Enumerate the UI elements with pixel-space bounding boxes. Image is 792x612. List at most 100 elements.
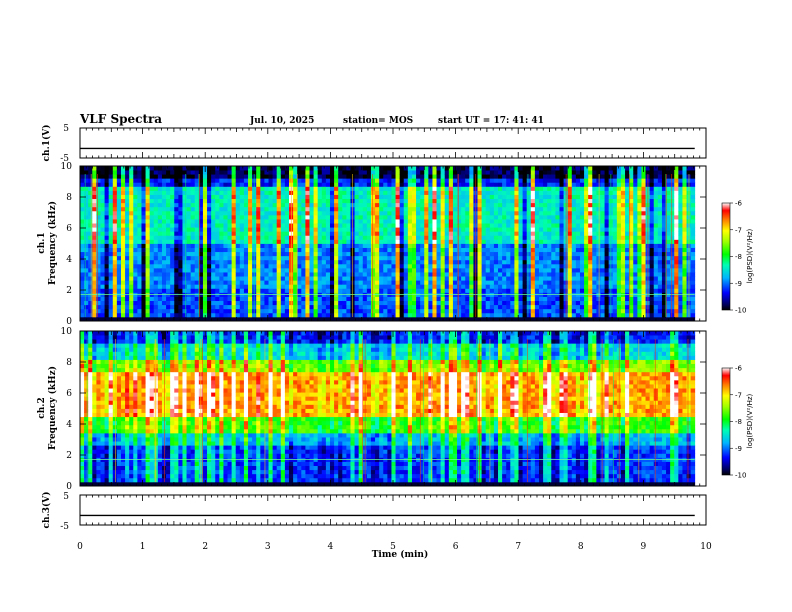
spectrogram-cell (543, 296, 548, 302)
spectrogram-cell (280, 219, 286, 224)
spectrogram-cell (383, 198, 388, 204)
spectrogram-cell (563, 316, 569, 322)
spectrogram-cell (432, 243, 437, 248)
spectrogram-cell (207, 198, 212, 204)
spectrogram-cell (284, 247, 290, 253)
spectrogram-cell (227, 174, 233, 179)
spectrogram-cell (235, 267, 241, 273)
spectrogram-cell (202, 280, 208, 285)
spectrogram-cell (362, 300, 368, 306)
spectrogram-cell (170, 300, 175, 306)
spectrogram-cell (522, 182, 528, 187)
spectrogram-cell (186, 263, 192, 269)
spectrogram-cell (268, 182, 274, 187)
spectrogram-cell (514, 296, 519, 302)
spectrogram-cell (211, 210, 216, 216)
spectrogram-cell (375, 267, 380, 273)
spectrogram-cell (276, 243, 282, 248)
spectrogram-cell (358, 223, 364, 228)
spectrogram-cell (498, 276, 503, 281)
spectrogram-cell (80, 186, 85, 191)
spectrogram-cell (211, 166, 216, 171)
spectrogram-cell (530, 288, 536, 293)
spectrogram-cell (104, 251, 110, 257)
spectrogram-cell (96, 219, 101, 224)
spectrogram-cell (383, 247, 388, 253)
spectrogram-cell (92, 194, 97, 200)
spectrogram-cell (305, 296, 310, 302)
spectrogram-cell (334, 214, 339, 220)
spectrogram-cell (567, 206, 573, 212)
spectrogram-cell (498, 255, 503, 261)
spectrogram-cell (100, 174, 105, 179)
spectrogram-cell (461, 166, 466, 171)
spectrogram-cell (190, 231, 196, 236)
spectrogram-cell (80, 198, 85, 204)
spectrogram-cell (120, 223, 126, 228)
spectrogram-cell (268, 272, 274, 277)
spectrogram-cell (407, 267, 413, 273)
spectrogram-cell (317, 284, 323, 289)
spectrogram-cell (149, 243, 155, 248)
spectrogram-cell (207, 263, 212, 269)
spectrogram-cell (543, 280, 548, 285)
spectrogram-cell (202, 300, 208, 306)
spectrogram-cell (539, 312, 544, 318)
spectrogram-cell (567, 312, 573, 318)
spectrogram-cell (493, 178, 499, 183)
spectrogram-cell (547, 296, 552, 302)
spectrogram-cell (375, 288, 380, 293)
spectrogram-cell (420, 235, 425, 240)
spectrogram-cell (170, 174, 175, 179)
spectrogram-cell (190, 284, 196, 289)
spectrogram-cell (325, 288, 331, 293)
spectrogram-cell (567, 170, 573, 175)
spectrogram-cell (461, 194, 466, 200)
spectrogram-cell (145, 198, 151, 204)
spectrogram-cell (272, 280, 278, 285)
spectrogram-cell (395, 259, 401, 265)
spectrogram-cell (547, 280, 552, 285)
spectrogram-cell (133, 227, 138, 232)
spectrogram-cell (440, 267, 446, 273)
spectrogram-cell (530, 231, 536, 236)
spectrogram-cell (174, 214, 179, 220)
spectrogram-cell (235, 166, 241, 171)
spectrogram-cell (354, 263, 360, 269)
spectrogram-cell (149, 272, 155, 277)
spectrogram-cell (588, 276, 593, 281)
spectrogram-cell (559, 304, 564, 310)
spectrogram-cell (248, 166, 253, 171)
spectrogram-cell (125, 263, 130, 269)
spectrogram-cell (227, 202, 233, 208)
spectrogram-cell (432, 288, 437, 293)
spectrogram-cell (342, 166, 347, 171)
spectrogram-cell (387, 198, 392, 204)
spectrogram-cell (182, 231, 187, 236)
spectrogram-cell (174, 296, 179, 302)
spectrogram-cell (293, 198, 298, 204)
spectrogram-cell (272, 296, 278, 302)
spectrogram-cell (334, 304, 339, 310)
spectrogram-cell (485, 223, 491, 228)
spectrogram-cell (506, 231, 511, 236)
spectrogram-cell (129, 239, 134, 244)
spectrogram-cell (309, 219, 314, 224)
spectrogram-cell (575, 288, 581, 293)
spectrogram-cell (543, 214, 548, 220)
spectrogram-cell (166, 272, 171, 277)
spectrogram-cell (272, 231, 278, 236)
spectrogram-cell (272, 276, 278, 281)
spectrogram-cell (268, 247, 274, 253)
spectrogram-cell (579, 280, 585, 285)
spectrogram-cell (428, 190, 433, 195)
spectrogram-cell (588, 251, 593, 257)
spectrogram-cell (424, 259, 429, 265)
spectrogram-cell (555, 202, 560, 208)
spectrogram-cell (309, 194, 314, 200)
spectrogram-cell (235, 304, 241, 310)
spectrogram-cell (547, 178, 552, 183)
spectrogram-cell (366, 288, 372, 293)
spectrogram-cell (502, 223, 507, 228)
spectrogram-cell (256, 174, 261, 179)
